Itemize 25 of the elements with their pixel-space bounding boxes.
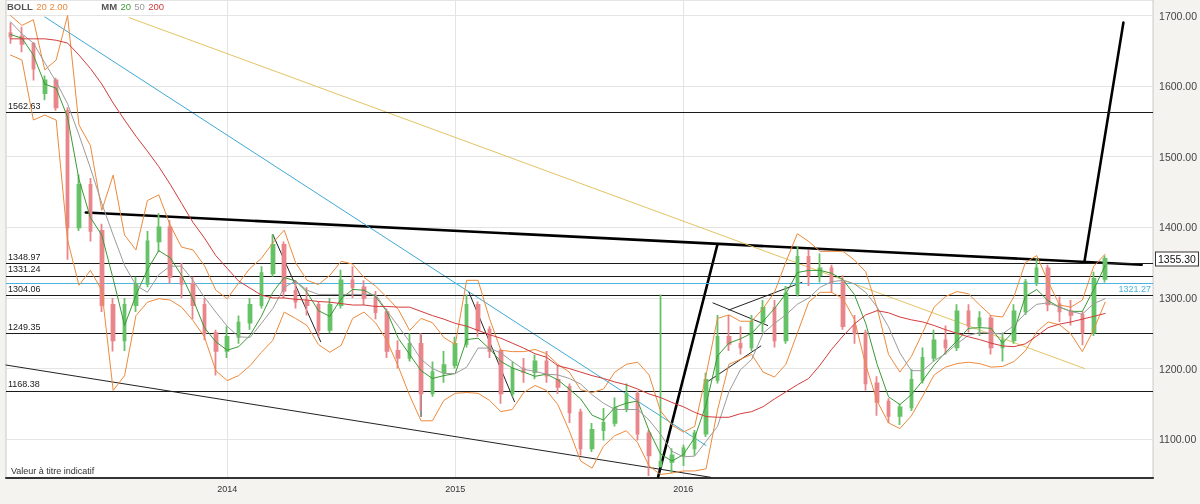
y-tick-label: 1500.00: [1159, 150, 1198, 163]
x-tick-label: 2016: [673, 483, 694, 494]
annotation: 1355.30: [1158, 252, 1197, 265]
x-tick-label: 2014: [217, 483, 238, 494]
y-tick-label: 1700.00: [1159, 9, 1198, 22]
annotation: BOLL: [7, 0, 34, 12]
series-label: 20 2.00: [36, 0, 68, 12]
text: 50: [134, 0, 145, 12]
text: 20: [120, 0, 131, 12]
ref-line-label: 1304.06: [8, 283, 41, 294]
ref-line-label: 1331.24: [8, 264, 41, 275]
annotation: Valeur à titre indicatif: [11, 465, 95, 476]
y-tick-label: 1200.00: [1159, 362, 1198, 375]
x-tick-label: 2015: [445, 483, 466, 494]
ref-line-label: 1249.35: [8, 322, 41, 333]
y-tick-label: 1300.00: [1159, 291, 1198, 304]
y-tick-label: 1600.00: [1159, 80, 1198, 93]
ref-line-label: 1562.63: [8, 101, 41, 112]
y-tick-label: 1400.00: [1159, 221, 1198, 234]
ref-line-label: 1321.27: [1118, 284, 1152, 295]
annotation: MM: [101, 0, 118, 12]
y-tick-label: 1100.00: [1159, 433, 1197, 446]
ref-line-label: 1348.97: [8, 251, 41, 262]
text: 200: [148, 0, 165, 12]
ref-line-label: 1168.38: [8, 379, 40, 390]
